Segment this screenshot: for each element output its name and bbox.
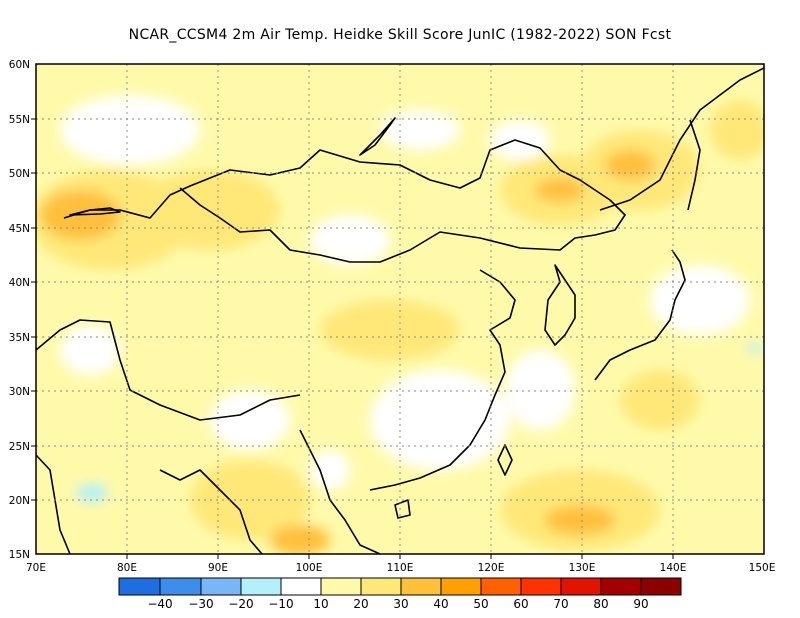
chart-title: NCAR_CCSM4 2m Air Temp. Heidke Skill Sco… [128,27,672,43]
shade-blob [310,215,390,265]
colorbar-box [440,577,482,596]
russia-east-coast [599,67,764,211]
x-tick-label: 150E [749,562,776,574]
shade-blob [380,110,460,150]
colorbar-labels: −40 −30 −20 −10 10 20 30 40 50 60 70 80 … [147,597,648,611]
colorbar-box [480,577,522,596]
y-tick-label: 50N [9,168,30,180]
y-tick-label: 55N [9,114,30,126]
colorbar-label: −40 [147,597,172,611]
hainan [394,499,411,519]
colorbar-label: 10 [313,597,328,611]
shade-blob [370,370,510,470]
x-tick-label: 110E [387,562,414,574]
shade-blob [310,450,350,490]
shade-blob [60,325,120,375]
gridlines [36,64,764,554]
x-tick-labels: 70E 80E 90E 100E 110E 120E 130E 140E 150… [26,562,775,574]
china-north-border [63,139,626,263]
colorbar-label: 70 [553,597,568,611]
shade-blob [650,265,750,335]
shade-blob [710,100,764,160]
colorbar-box [360,577,402,596]
shade-blob [605,150,655,180]
shade-blob [747,343,763,353]
colorbar-label: −10 [268,597,293,611]
colorbar-box [280,577,322,596]
shade-blob [210,390,290,450]
x-tick-label: 70E [26,562,46,574]
colorbar-label: −30 [188,597,213,611]
china-east-coast [369,269,516,491]
korea-coast [544,264,576,346]
taiwan [497,444,513,476]
colorbar-label: 40 [433,597,448,611]
x-tick-label: 100E [296,562,323,574]
balkhash [69,207,121,216]
shade-blob [190,460,310,540]
coastlines [36,67,764,554]
shade-blob [490,120,550,160]
colorbar-label: 20 [353,597,368,611]
sakhalin-coast [687,119,701,211]
colorbar-label: 60 [513,597,528,611]
india-coast [36,319,301,421]
x-tick-label: 130E [569,562,596,574]
colorbar-box [400,577,442,596]
colorbar-label: 30 [393,597,408,611]
shade-blob [545,505,615,535]
skill-shading [36,95,764,554]
colorbar-box [640,577,682,596]
colorbar-label: −20 [228,597,253,611]
shade-blob [505,350,575,430]
shade-blob [76,484,108,502]
colorbar-box [600,577,642,596]
y-tick-label: 45N [9,223,30,235]
colorbar-box [560,577,602,596]
bay-of-bengal [159,469,263,554]
colorbar [118,577,682,596]
y-tick-label: 30N [9,386,30,398]
y-tick-label: 35N [9,332,30,344]
tick-marks [31,118,674,559]
japan [594,249,686,381]
shade-blob [620,370,700,430]
y-tick-label: 15N [9,549,30,561]
y-tick-labels: 15N 20N 25N 30N 35N 40N 45N 50N 55N 60N [9,59,30,561]
x-tick-label: 140E [660,562,687,574]
shade-blob [60,95,200,165]
y-tick-label: 40N [9,277,30,289]
y-tick-label: 60N [9,59,30,71]
shade-blob [535,178,585,202]
colorbar-box [320,577,362,596]
shade-blob [320,300,460,360]
y-tick-label: 20N [9,495,30,507]
y-tick-label: 25N [9,441,30,453]
colorbar-box [200,577,242,596]
colorbar-label: 90 [633,597,648,611]
x-tick-label: 120E [478,562,505,574]
x-tick-label: 90E [208,562,228,574]
shade-blob [270,525,330,554]
indochina [299,429,381,554]
shade-blob [140,170,280,250]
lake-baikal [359,117,396,156]
colorbar-box [240,577,282,596]
colorbar-label: 80 [593,597,608,611]
x-tick-label: 80E [117,562,137,574]
colorbar-box [520,577,562,596]
colorbar-box [159,577,202,596]
colorbar-label: 50 [473,597,488,611]
